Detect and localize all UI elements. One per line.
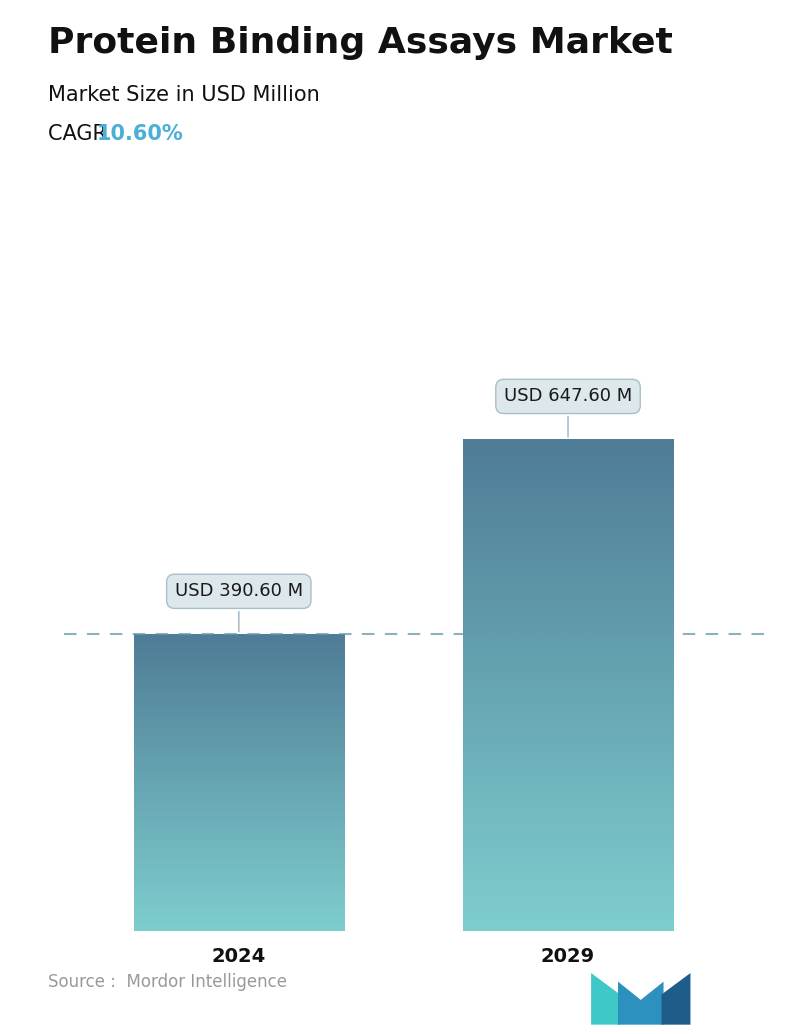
- Text: 10.60%: 10.60%: [97, 124, 184, 144]
- Text: USD 647.60 M: USD 647.60 M: [504, 388, 632, 436]
- Polygon shape: [661, 973, 690, 1025]
- Text: Protein Binding Assays Market: Protein Binding Assays Market: [48, 26, 673, 60]
- Text: USD 390.60 M: USD 390.60 M: [175, 582, 302, 632]
- Polygon shape: [618, 981, 664, 1025]
- Text: CAGR: CAGR: [48, 124, 120, 144]
- Text: Source :  Mordor Intelligence: Source : Mordor Intelligence: [48, 973, 287, 991]
- Text: Market Size in USD Million: Market Size in USD Million: [48, 85, 319, 104]
- Polygon shape: [591, 973, 620, 1025]
